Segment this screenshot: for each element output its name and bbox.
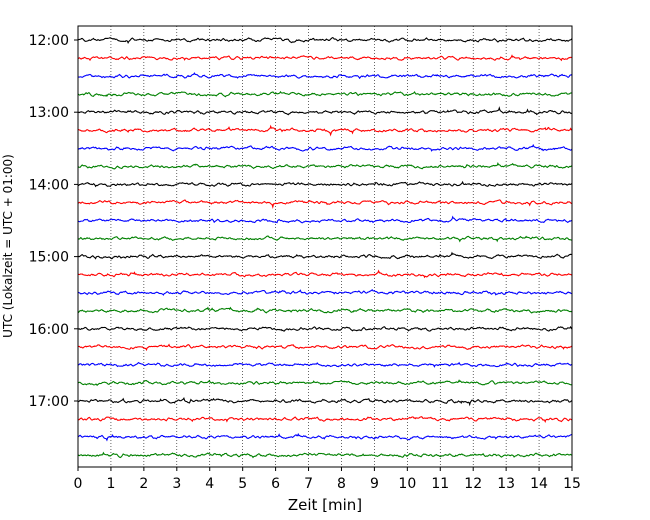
x-tick-label: 1 (106, 476, 115, 492)
x-tick-label: 5 (238, 476, 247, 492)
y-tick-label: 13:00 (29, 105, 69, 121)
trace-line (77, 396, 573, 407)
y-tick-label: 14:00 (29, 177, 69, 193)
trace-line (77, 343, 573, 352)
x-tick-label: 14 (530, 476, 548, 492)
trace-line (77, 432, 573, 442)
x-tick-label: 2 (139, 476, 148, 492)
trace-line (77, 143, 573, 152)
trace-line (77, 415, 573, 423)
trace-line (77, 269, 573, 279)
trace-group (77, 37, 573, 459)
y-axis: 12:00 13:00 14:00 15:00 16:00 17:00 (29, 33, 78, 410)
x-tick-label: 0 (74, 476, 83, 492)
x-axis-title: Zeit [min] (288, 496, 362, 514)
x-tick-label: 3 (172, 476, 181, 492)
trace-line (77, 379, 573, 387)
y-axis-title: UTC (Lokalzeit = UTC + 01:00) (1, 154, 15, 338)
trace-line (77, 199, 573, 209)
x-axis: 0 1 2 3 4 5 6 7 8 9 10 11 12 13 14 15 (74, 467, 581, 492)
y-tick-label: 15:00 (29, 250, 69, 266)
y-tick-label: 12:00 (29, 33, 69, 49)
trace-line (77, 215, 573, 224)
x-tick-label: 12 (464, 476, 482, 492)
x-tick-label: 15 (563, 476, 581, 492)
trace-line (77, 37, 573, 44)
trace-line (77, 361, 573, 368)
x-tick-label: 4 (205, 476, 214, 492)
x-tick-label: 13 (497, 476, 515, 492)
trace-line (77, 289, 573, 296)
x-tick-label: 9 (370, 476, 379, 492)
trace-line (77, 54, 573, 62)
x-tick-label: 6 (271, 476, 280, 492)
trace-line (77, 235, 573, 243)
trace-line (77, 162, 573, 170)
trace-line (77, 90, 573, 98)
y-tick-label: 17:00 (29, 394, 69, 410)
x-tick-label: 8 (337, 476, 346, 492)
trace-line (77, 124, 573, 137)
trace-line (77, 251, 573, 260)
trace-line (77, 106, 573, 116)
y-tick-label: 16:00 (29, 322, 69, 338)
trace-line (77, 325, 573, 332)
trace-line (77, 306, 573, 314)
x-tick-label: 7 (304, 476, 313, 492)
trace-line (77, 451, 573, 459)
plot-frame (77, 25, 573, 468)
trace-line (77, 72, 573, 80)
trace-line (77, 180, 573, 188)
x-tick-label: 10 (398, 476, 416, 492)
x-tick-label: 11 (431, 476, 449, 492)
